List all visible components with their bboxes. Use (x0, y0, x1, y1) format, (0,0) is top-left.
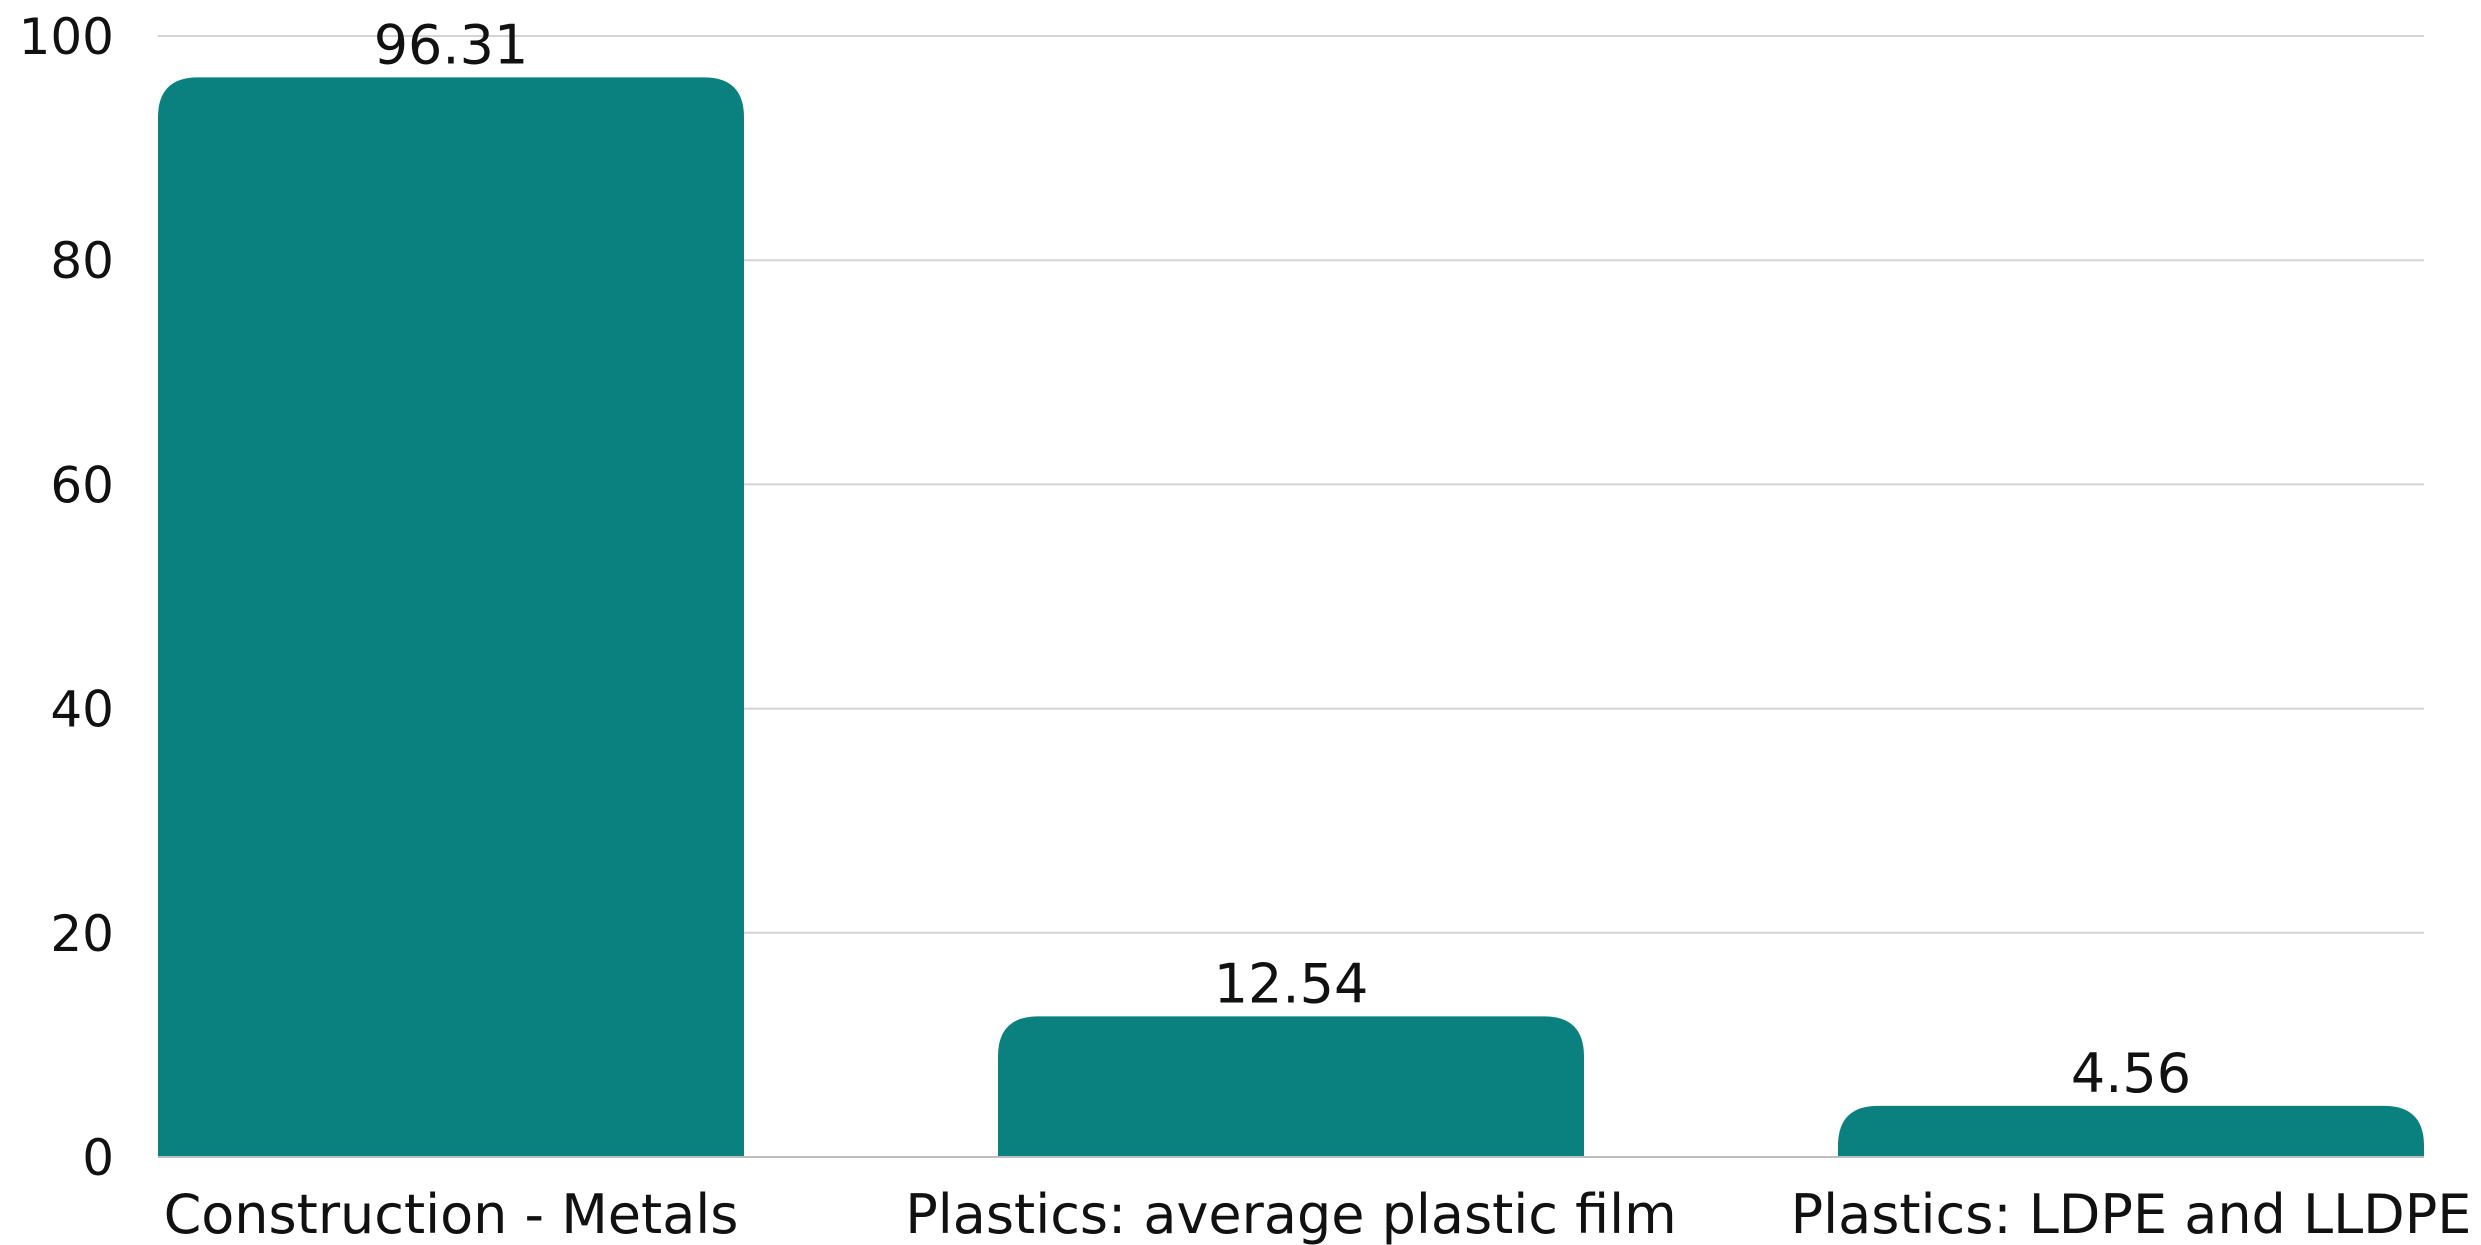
bar-2 (998, 1016, 1584, 1157)
y-tick-label-60: 60 (50, 456, 114, 514)
y-tick-label-80: 80 (50, 232, 114, 290)
bar-value-label-1: 96.31 (374, 13, 529, 76)
x-category-label-2: Plastics: average plastic film (905, 1183, 1677, 1245)
y-tick-label-100: 100 (19, 8, 114, 66)
bar-3 (1838, 1105, 2424, 1157)
bars (158, 77, 2424, 1158)
x-category-label-3: Plastics: LDPE and LLDPE (1791, 1183, 2472, 1245)
y-tick-label-0: 0 (82, 1129, 114, 1187)
y-tick-label-40: 40 (50, 681, 114, 739)
bar-value-label-3: 4.56 (2071, 1042, 2191, 1105)
bar-value-label-2: 12.54 (1214, 952, 1369, 1015)
x-axis-category-labels: Construction - Metals Plastics: average p… (164, 1183, 2472, 1245)
bar-value-labels: 96.31 12.54 4.56 (374, 13, 2191, 1105)
y-tick-label-20: 20 (50, 905, 114, 963)
bar-1 (158, 77, 744, 1158)
y-axis-tick-labels: 0 20 40 60 80 100 (19, 8, 114, 1187)
x-category-label-1: Construction - Metals (164, 1183, 739, 1245)
